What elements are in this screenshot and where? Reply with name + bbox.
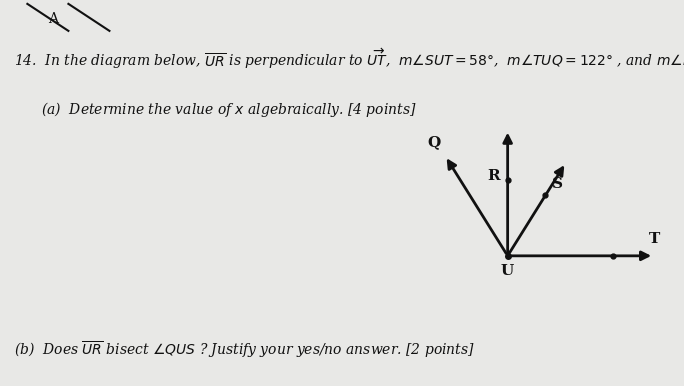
Text: S: S [552,177,563,191]
Text: Q: Q [428,135,441,149]
Text: R: R [487,169,499,183]
Text: U: U [501,264,514,278]
Text: (a)  Determine the value of $x$ algebraically. [4 points]: (a) Determine the value of $x$ algebraic… [41,100,417,119]
Text: A: A [48,12,58,25]
Text: 14.  In the diagram below, $\overline{UR}$ is perpendicular to $\overrightarrow{: 14. In the diagram below, $\overline{UR}… [14,46,684,71]
Text: (b)  Does $\overline{UR}$ bisect $\angle QUS$ ? Justify your yes/no answer. [2 p: (b) Does $\overline{UR}$ bisect $\angle … [14,340,475,360]
Text: T: T [648,232,659,246]
